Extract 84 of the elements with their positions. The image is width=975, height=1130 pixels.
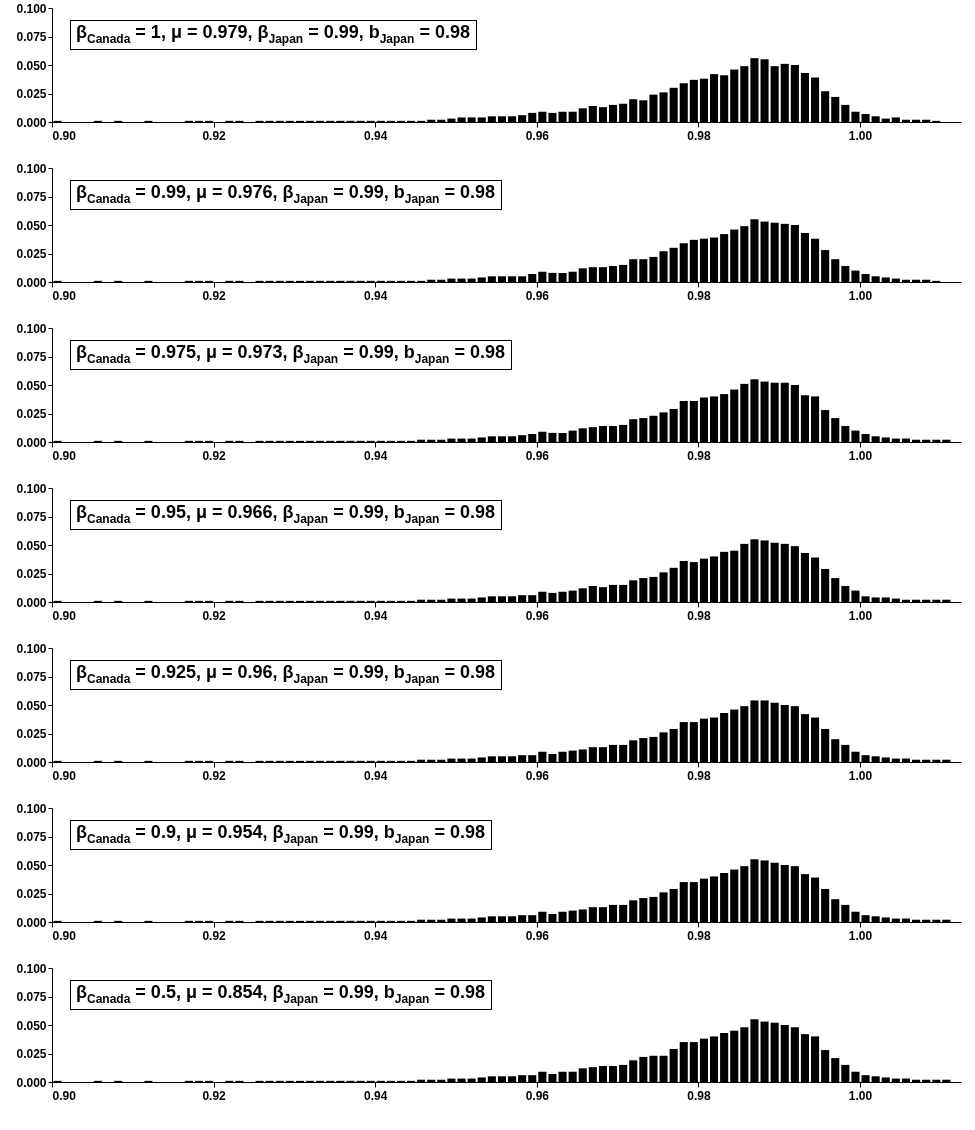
- x-tick-label: 1.00: [848, 768, 873, 783]
- x-tick-label: 0.98: [687, 928, 711, 943]
- y-tick-label: 0.075: [16, 670, 47, 684]
- y-tick-label: 0.100: [16, 961, 47, 976]
- text: β$_{Canada}$ = 0.975, μ = 0.973, β$_{Japan}$ = 0.99, b$_{Japan}$ = 0.98: [70, 340, 512, 370]
- x-tick-label: 0.98: [687, 288, 711, 303]
- x-tick-label: 0.96: [525, 128, 550, 143]
- y-tick-label: 0.025: [16, 407, 47, 421]
- x-tick-label: 0.92: [202, 608, 227, 623]
- y-tick-label: 0.075: [16, 830, 47, 844]
- y-tick-label: 0.000: [16, 115, 47, 130]
- x-tick-label: 0.96: [525, 928, 550, 943]
- y-tick-label: 0.025: [16, 567, 47, 581]
- x-tick-label: 0.96: [525, 448, 550, 463]
- y-tick-label: 0.000: [16, 915, 47, 930]
- y-tick-label: 0.050: [16, 378, 47, 393]
- x-tick-label: 0.90: [52, 1088, 77, 1103]
- x-tick-label: 0.96: [525, 1088, 550, 1103]
- y-tick-label: 0.100: [16, 801, 47, 816]
- y-tick-label: 0.050: [16, 538, 47, 553]
- x-tick-label: 0.94: [364, 928, 388, 943]
- x-tick-label: 0.94: [364, 1088, 388, 1103]
- x-tick-label: 1.00: [848, 288, 873, 303]
- x-tick-label: 0.92: [202, 928, 227, 943]
- x-tick-label: 0.90: [52, 448, 77, 463]
- y-tick-label: 0.075: [16, 190, 47, 204]
- y-tick-label: 0.025: [16, 1047, 47, 1061]
- y-tick-label: 0.100: [16, 161, 47, 176]
- x-tick-label: 0.92: [202, 448, 227, 463]
- y-tick-label: 0.075: [16, 350, 47, 364]
- y-tick-label: 0.025: [16, 887, 47, 901]
- x-tick-label: 0.90: [52, 288, 77, 303]
- y-tick-label: 0.075: [16, 990, 47, 1004]
- y-tick-label: 0.100: [16, 1, 47, 16]
- x-tick-label: 0.98: [687, 448, 711, 463]
- y-tick-label: 0.050: [16, 1018, 47, 1033]
- y-tick-label: 0.075: [16, 30, 47, 44]
- text: β$_{Canada}$ = 1, μ = 0.979, β$_{Japan}$ = 0.99, b$_{Japan}$ = 0.98: [70, 20, 477, 50]
- text: β$_{Canada}$ = 0.95, μ = 0.966, β$_{Japan}$ = 0.99, b$_{Japan}$ = 0.98: [70, 500, 502, 530]
- text: β$_{Canada}$ = 0.5, μ = 0.854, β$_{Japan}$ = 0.99, b$_{Japan}$ = 0.98: [70, 980, 492, 1010]
- x-tick-label: 0.96: [525, 608, 550, 623]
- x-tick-label: 0.98: [687, 608, 711, 623]
- x-tick-label: 0.94: [364, 288, 388, 303]
- x-tick-label: 0.96: [525, 768, 550, 783]
- x-tick-label: 1.00: [848, 608, 873, 623]
- x-tick-label: 1.00: [848, 1088, 873, 1103]
- x-tick-label: 0.92: [202, 128, 227, 143]
- x-tick-label: 0.90: [52, 608, 77, 623]
- y-tick-label: 0.025: [16, 87, 47, 101]
- text: β$_{Canada}$ = 0.925, μ = 0.96, β$_{Japan}$ = 0.99, b$_{Japan}$ = 0.98: [70, 660, 502, 690]
- x-tick-label: 0.90: [52, 928, 77, 943]
- y-tick-label: 0.000: [16, 1075, 47, 1090]
- y-tick-label: 0.000: [16, 275, 47, 290]
- y-tick-label: 0.100: [16, 321, 47, 336]
- x-tick-label: 1.00: [848, 448, 873, 463]
- x-tick-label: 0.94: [364, 768, 388, 783]
- y-tick-label: 0.050: [16, 698, 47, 713]
- x-tick-label: 0.98: [687, 1088, 711, 1103]
- x-tick-label: 0.90: [52, 128, 77, 143]
- x-tick-label: 0.92: [202, 288, 227, 303]
- x-tick-label: 0.96: [525, 288, 550, 303]
- x-tick-label: 0.94: [364, 608, 388, 623]
- y-tick-label: 0.025: [16, 727, 47, 741]
- y-tick-label: 0.000: [16, 755, 47, 770]
- y-tick-label: 0.050: [16, 58, 47, 73]
- x-tick-label: 0.94: [364, 448, 388, 463]
- x-tick-label: 0.92: [202, 768, 227, 783]
- y-tick-label: 0.050: [16, 218, 47, 233]
- y-tick-label: 0.075: [16, 510, 47, 524]
- y-tick-label: 0.050: [16, 858, 47, 873]
- x-tick-label: 1.00: [848, 128, 873, 143]
- x-tick-label: 0.92: [202, 1088, 227, 1103]
- y-tick-label: 0.000: [16, 595, 47, 610]
- x-tick-label: 0.94: [364, 128, 388, 143]
- x-tick-label: 0.98: [687, 768, 711, 783]
- y-tick-label: 0.000: [16, 435, 47, 450]
- x-tick-label: 0.90: [52, 768, 77, 783]
- y-tick-label: 0.100: [16, 481, 47, 496]
- y-tick-label: 0.100: [16, 641, 47, 656]
- y-tick-label: 0.025: [16, 247, 47, 261]
- x-tick-label: 0.98: [687, 128, 711, 143]
- text: β$_{Canada}$ = 0.9, μ = 0.954, β$_{Japan}$ = 0.99, b$_{Japan}$ = 0.98: [70, 820, 492, 850]
- x-tick-label: 1.00: [848, 928, 873, 943]
- text: β$_{Canada}$ = 0.99, μ = 0.976, β$_{Japan}$ = 0.99, b$_{Japan}$ = 0.98: [70, 180, 502, 210]
